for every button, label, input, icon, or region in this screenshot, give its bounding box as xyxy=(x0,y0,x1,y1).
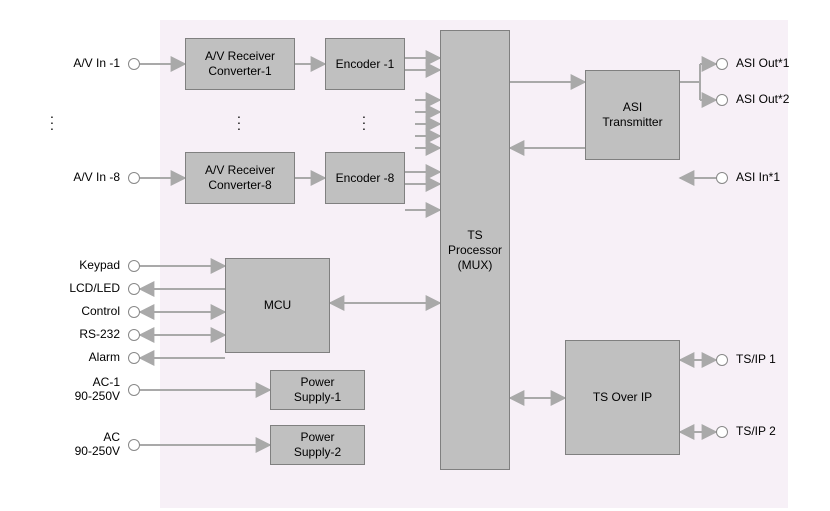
port-circle-avin8 xyxy=(128,172,140,184)
vdots-2: ... xyxy=(362,110,366,128)
port-circle-ctrl xyxy=(128,306,140,318)
port-label-ac1: AC-190-250V xyxy=(75,376,120,404)
node-label: MCU xyxy=(264,298,291,313)
node-label: PowerSupply-1 xyxy=(294,375,341,405)
node-label: TSProcessor(MUX) xyxy=(448,228,502,273)
port-circle-tsip2 xyxy=(716,426,728,438)
port-label-rs232: RS-232 xyxy=(79,328,120,342)
port-circle-rs232 xyxy=(128,329,140,341)
port-label-asiin1: ASI In*1 xyxy=(736,171,780,185)
node-recv8: A/V ReceiverConverter-8 xyxy=(185,152,295,204)
port-label-tsip1: TS/IP 1 xyxy=(736,353,776,367)
port-label-avin1: A/V In -1 xyxy=(73,57,120,71)
node-tsip: TS Over IP xyxy=(565,340,680,455)
node-asi: ASITransmitter xyxy=(585,70,680,160)
vdots-0: ... xyxy=(50,110,54,128)
diagram-stage: A/V ReceiverConverter-1 A/V ReceiverConve… xyxy=(0,0,830,511)
port-circle-ac2 xyxy=(128,439,140,451)
node-label: A/V ReceiverConverter-1 xyxy=(205,49,275,79)
port-circle-avin1 xyxy=(128,58,140,70)
port-label-lcd: LCD/LED xyxy=(69,282,120,296)
port-label-tsip2: TS/IP 2 xyxy=(736,425,776,439)
node-enc1: Encoder -1 xyxy=(325,38,405,90)
node-mcu: MCU xyxy=(225,258,330,353)
port-circle-asiout2 xyxy=(716,94,728,106)
port-circle-asiin1 xyxy=(716,172,728,184)
port-circle-asiout1 xyxy=(716,58,728,70)
node-label: A/V ReceiverConverter-8 xyxy=(205,163,275,193)
node-enc8: Encoder -8 xyxy=(325,152,405,204)
port-circle-keypad xyxy=(128,260,140,272)
node-label: Encoder -1 xyxy=(336,57,395,72)
node-mux: TSProcessor(MUX) xyxy=(440,30,510,470)
port-label-avin8: A/V In -8 xyxy=(73,171,120,185)
node-label: TS Over IP xyxy=(593,390,652,405)
node-label: ASITransmitter xyxy=(602,100,662,130)
port-label-ctrl: Control xyxy=(81,305,120,319)
port-circle-lcd xyxy=(128,283,140,295)
port-label-asiout1: ASI Out*1 xyxy=(736,57,789,71)
node-ps2: PowerSupply-2 xyxy=(270,425,365,465)
node-recv1: A/V ReceiverConverter-1 xyxy=(185,38,295,90)
node-label: PowerSupply-2 xyxy=(294,430,341,460)
port-label-keypad: Keypad xyxy=(79,259,120,273)
vdots-1: ... xyxy=(237,110,241,128)
port-circle-alarm xyxy=(128,352,140,364)
port-label-ac2: AC90-250V xyxy=(75,431,120,459)
port-circle-ac1 xyxy=(128,384,140,396)
port-circle-tsip1 xyxy=(716,354,728,366)
node-ps1: PowerSupply-1 xyxy=(270,370,365,410)
port-label-asiout2: ASI Out*2 xyxy=(736,93,789,107)
port-label-alarm: Alarm xyxy=(89,351,120,365)
node-label: Encoder -8 xyxy=(336,171,395,186)
